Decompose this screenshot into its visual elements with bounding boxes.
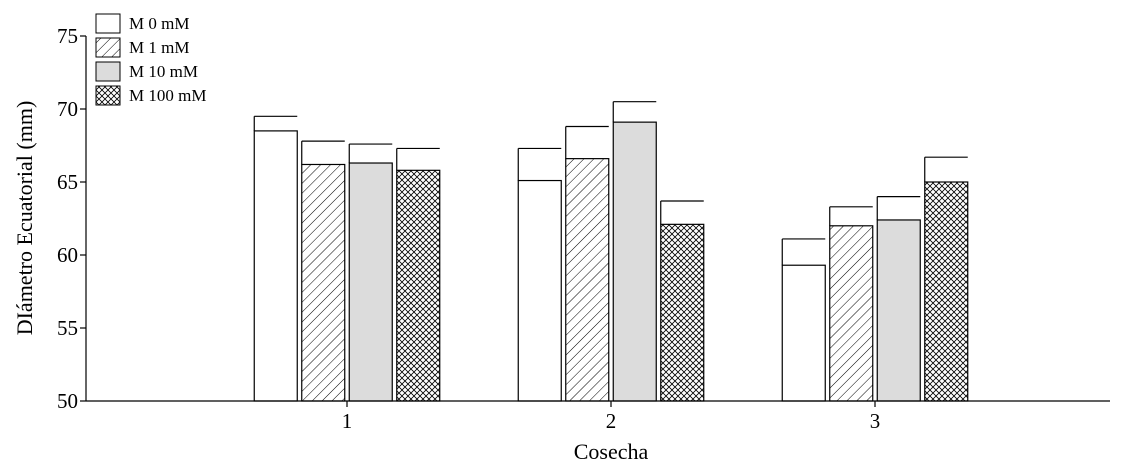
legend-label-3: M 10 mM [129, 62, 198, 81]
legend-swatch-1 [95, 13, 121, 34]
plot-area [253, 101, 969, 402]
legend-swatch-4 [95, 85, 121, 106]
y-axis-title: DIámetro Ecuatorial (mm) [12, 101, 37, 336]
legend-label-2: M 1 mM [129, 38, 189, 57]
bar-3-cosecha-2 [612, 121, 657, 402]
y-tick-label-65: 65 [57, 170, 78, 194]
bar-1-cosecha-2 [517, 179, 562, 402]
y-tick-label-75: 75 [57, 24, 78, 48]
x-tick-label-1: 1 [342, 409, 353, 433]
bar-4-cosecha-3 [924, 181, 969, 402]
x-tick-label-3: 3 [870, 409, 881, 433]
legend-swatch-3 [95, 61, 121, 82]
bar-1-cosecha-1 [253, 130, 298, 402]
bar-2-cosecha-3 [829, 225, 874, 402]
y-tick-label-55: 55 [57, 316, 78, 340]
legend: M 0 mM M 1 mM M 10 mM M 100 mM [95, 13, 206, 106]
legend-swatch-2 [95, 37, 121, 58]
y-tick-label-50: 50 [57, 389, 78, 413]
legend-label-1: M 0 mM [129, 14, 189, 33]
bar-3-cosecha-1 [348, 162, 393, 402]
x-tick-label-2: 2 [606, 409, 617, 433]
bar-3-cosecha-3 [876, 219, 921, 402]
bar-1-cosecha-3 [781, 264, 826, 402]
bar-4-cosecha-1 [396, 169, 441, 402]
y-tick-label-70: 70 [57, 97, 78, 121]
bar-2-cosecha-1 [301, 163, 346, 402]
y-tick-label-60: 60 [57, 243, 78, 267]
bar-2-cosecha-2 [565, 158, 610, 402]
axes: 50 55 60 65 70 75 1 2 3 [57, 24, 1110, 433]
x-axis-title: Cosecha [574, 439, 649, 463]
legend-label-4: M 100 mM [129, 86, 206, 105]
bar-4-cosecha-2 [660, 223, 705, 402]
